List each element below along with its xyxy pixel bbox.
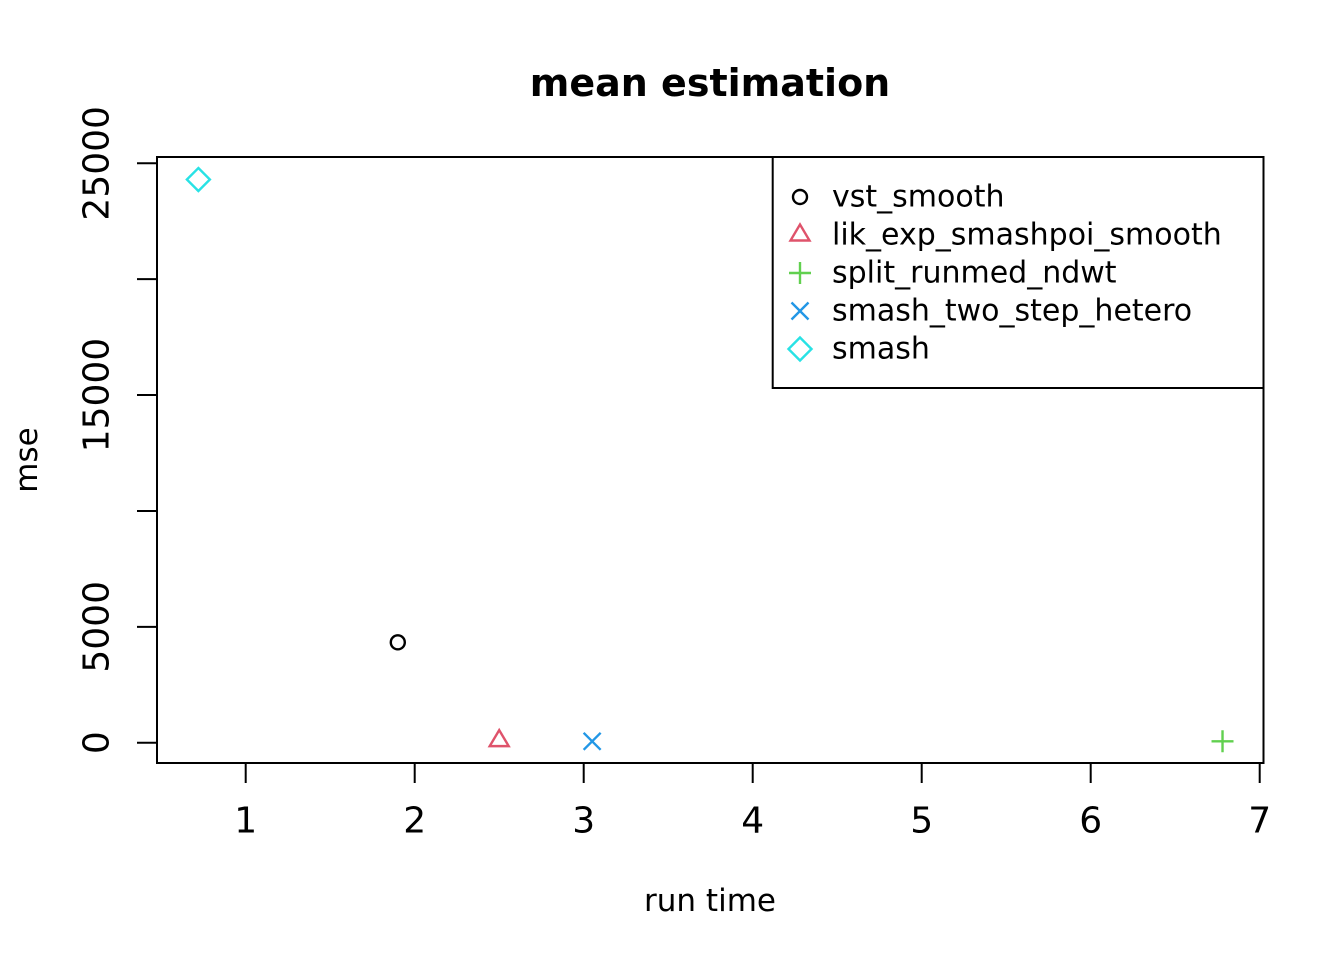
x-tick-label: 7 [1248,801,1271,842]
x-tick-label: 6 [1079,801,1102,842]
y-tick-label: 25000 [77,106,118,221]
x-tick-label: 5 [910,801,933,842]
legend-item-label: lik_exp_smashpoi_smooth [832,218,1222,253]
smash_two_step_hetero-point [582,731,602,751]
legend-box [771,156,1265,389]
x-tick-label: 3 [572,801,595,842]
x-marker-icon [790,301,810,321]
y-tick-label: 5000 [77,581,118,673]
legend-item: vst_smooth [791,180,1005,215]
vst_smooth-point [389,634,406,651]
open-circle-marker-icon [791,188,809,206]
legend-item: split_runmed_ndwt [789,256,1117,291]
y-tick-label: 15000 [77,338,118,453]
legend-item-label: smash [832,332,930,367]
open-diamond-marker-icon [786,335,814,363]
legend-item-label: vst_smooth [832,180,1005,215]
x-axis-label: run time [644,883,776,919]
legend-item: smash_two_step_hetero [790,294,1192,329]
legend-item: lik_exp_smashpoi_smooth [788,218,1222,253]
legend-item: smash [786,332,930,367]
x-tick-label: 1 [234,801,257,842]
x-axis-ticks: 1 2 3 4 5 6 7 [234,763,1271,842]
y-axis-label: mse [9,427,45,492]
legend-item-label: smash_two_step_hetero [832,294,1192,329]
y-axis-ticks: 0 5000 15000 25000 [77,106,157,754]
data-points [185,166,1234,753]
legend-item-label: split_runmed_ndwt [832,256,1117,291]
split_runmed_ndwt-point [1211,730,1234,753]
chart-title: mean estimation [530,61,890,105]
plus-marker-icon [789,262,811,284]
y-tick-label: 0 [77,731,118,754]
smash-point [185,166,212,193]
legend: vst_smooth lik_exp_smashpoi_smooth split… [771,156,1265,389]
x-tick-label: 4 [741,801,764,842]
open-triangle-marker-icon [788,222,812,242]
plot-border [156,156,1265,764]
lik_exp_smashpoi_smooth-point [487,727,511,748]
x-tick-label: 2 [403,801,426,842]
